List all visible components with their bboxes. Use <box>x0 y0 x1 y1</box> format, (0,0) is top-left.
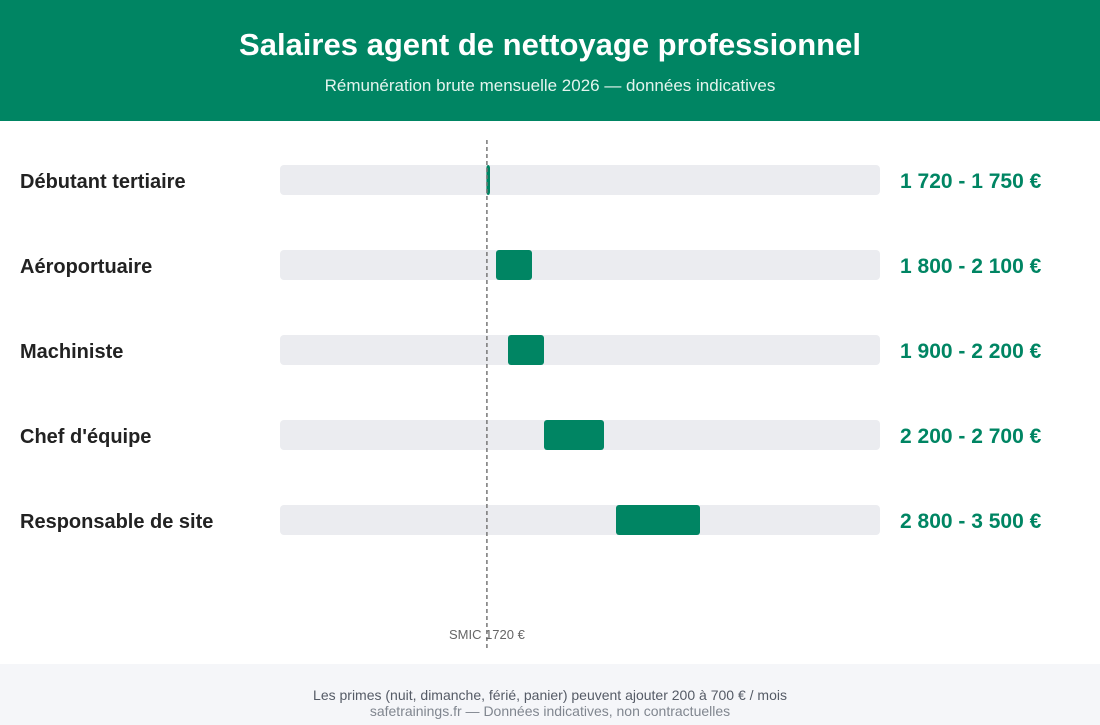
bonus-note: Les primes (nuit, dimanche, férié, panie… <box>313 687 787 703</box>
range-bar <box>496 250 532 280</box>
category-label: Machiniste <box>20 341 123 363</box>
range-value-label: 2 200 - 2 700 € <box>900 425 1042 448</box>
source-note: safetrainings.fr — Données indicatives, … <box>369 703 731 719</box>
range-value-label: 1 900 - 2 200 € <box>900 340 1042 363</box>
category-label: Responsable de site <box>20 511 213 533</box>
range-value-label: 1 720 - 1 750 € <box>900 170 1042 193</box>
category-label: Aéroportuaire <box>20 256 152 278</box>
bar-track <box>280 250 880 280</box>
range-bar <box>508 335 544 365</box>
chart-footer: Les primes (nuit, dimanche, férié, panie… <box>0 664 1100 725</box>
range-value-label: 1 800 - 2 100 € <box>900 255 1042 278</box>
range-value-label: 2 800 - 3 500 € <box>900 510 1042 533</box>
range-bar <box>486 165 490 195</box>
bar-track <box>280 165 880 195</box>
category-label: Débutant tertiaire <box>20 171 186 193</box>
salary-range-chart: Débutant tertiaire 1 720 - 1 750 € Aéropor… <box>20 140 1042 650</box>
smic-reference-label: SMIC 1720 € <box>449 627 526 642</box>
chart-header: Salaires agent de nettoyage professionne… <box>0 0 1100 121</box>
chart-title: Salaires agent de nettoyage professionne… <box>239 27 861 62</box>
bar-track <box>280 335 880 365</box>
range-bar <box>616 505 700 535</box>
chart-subtitle: Rémunération brute mensuelle 2026 — donn… <box>324 76 776 95</box>
category-label: Chef d'équipe <box>20 426 151 448</box>
bar-track <box>280 505 880 535</box>
range-bar <box>544 420 604 450</box>
